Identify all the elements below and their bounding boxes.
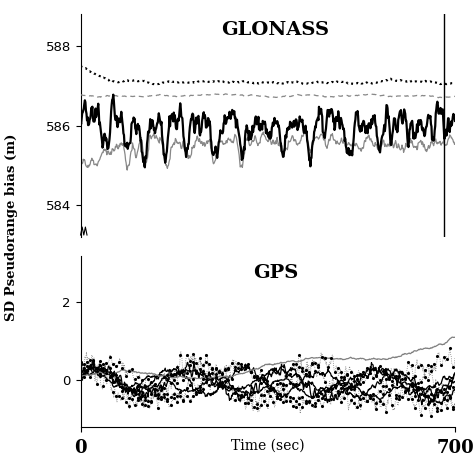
Text: 700: 700: [436, 438, 474, 456]
Text: GLONASS: GLONASS: [221, 21, 329, 39]
Text: GPS: GPS: [253, 264, 298, 283]
Text: SD Pseudorange bias (m): SD Pseudorange bias (m): [5, 134, 18, 321]
Text: Time (sec): Time (sec): [231, 438, 305, 453]
Text: 0: 0: [74, 438, 87, 456]
